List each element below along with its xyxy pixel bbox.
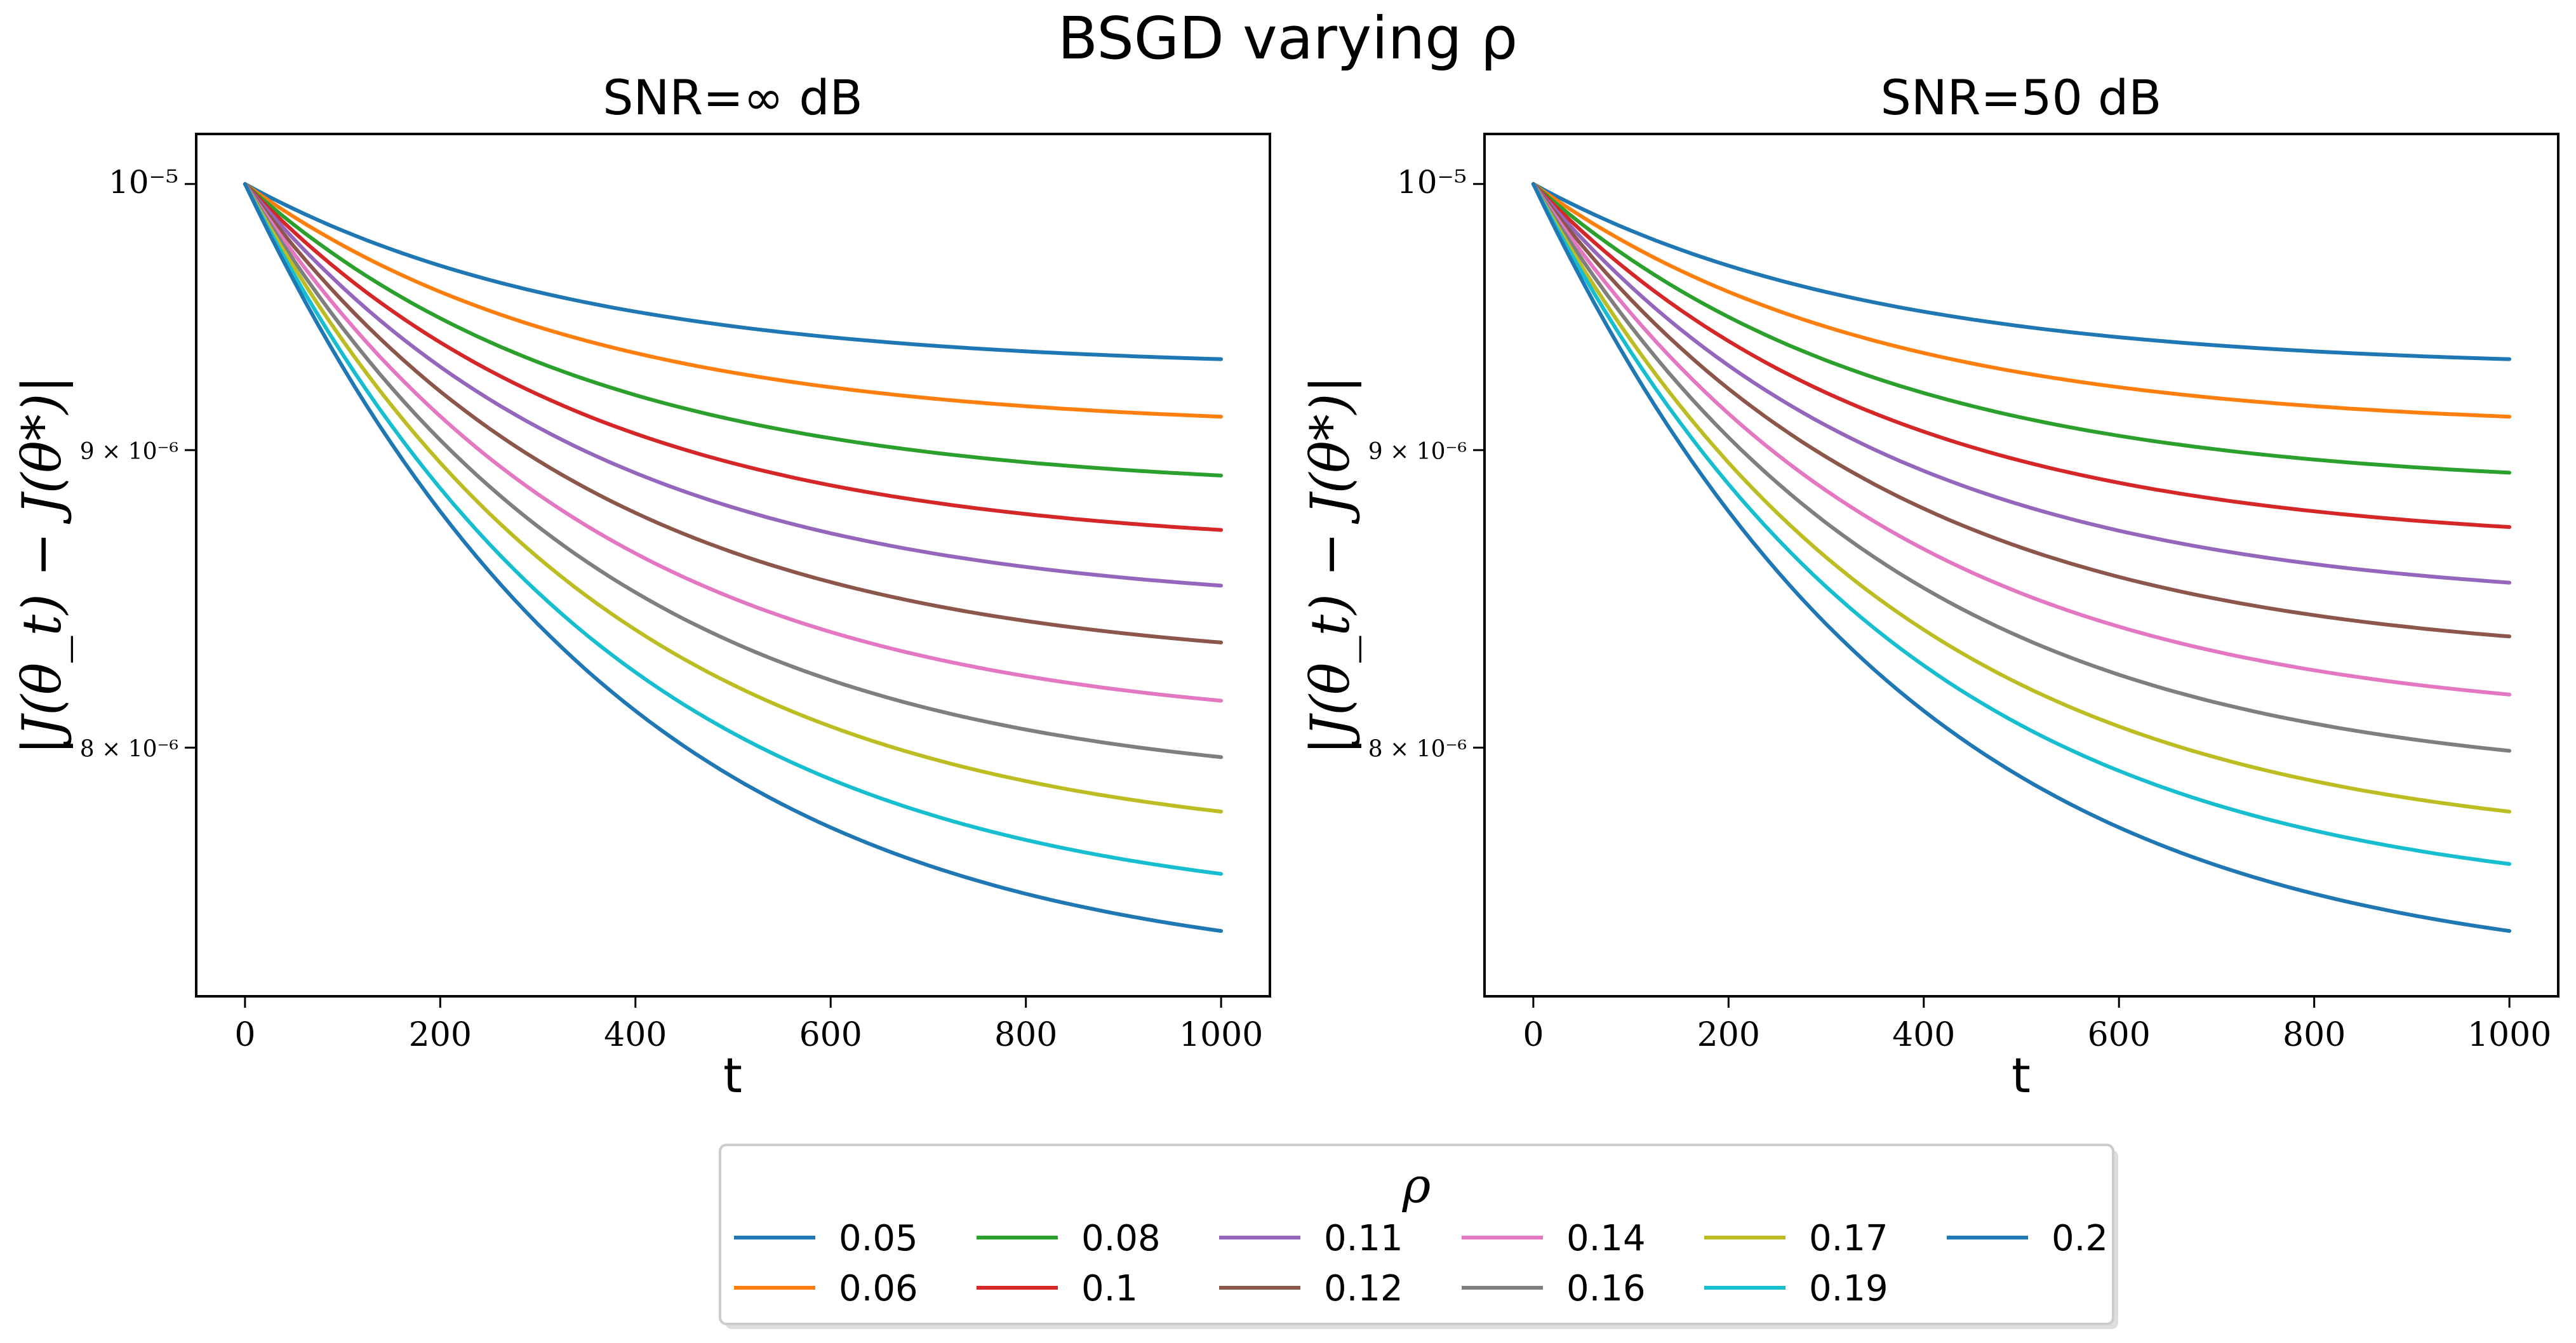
legend-label-0.08: 0.08 bbox=[1081, 1218, 1161, 1259]
series-line-0.06 bbox=[1531, 182, 2512, 419]
right-panel: SNR=50 dB 0 200 400 600 800 1000 10⁻⁵ 9 × 10⁻⁶ 8… bbox=[1299, 69, 2559, 1104]
x-tick-label: 800 bbox=[994, 1016, 1057, 1054]
left-y-axis-label: |J(θ_t) − J(θ*)| bbox=[11, 375, 73, 755]
series-line-0.11 bbox=[243, 182, 1224, 588]
legend-label-0.2: 0.2 bbox=[2052, 1218, 2108, 1259]
x-tick-label: 400 bbox=[604, 1016, 667, 1054]
series-line-0.17 bbox=[243, 182, 1224, 814]
figure-title: BSGD varying ρ bbox=[1058, 4, 1518, 72]
legend-label-0.16: 0.16 bbox=[1566, 1268, 1646, 1309]
right-x-axis-label: t bbox=[2012, 1047, 2031, 1104]
x-tick-label: 200 bbox=[409, 1016, 472, 1054]
legend-items: 0.05 0.06 0.08 0.1 0.11 0.12 0.14 0.16 0.17 0.19 0… bbox=[734, 1218, 2108, 1309]
series-line-0.17 bbox=[1531, 182, 2512, 814]
legend: ρ 0.05 0.06 0.08 0.1 0.11 0.12 0.14 0.16 0.17 0.1… bbox=[719, 1144, 2118, 1329]
series-line-0.05 bbox=[243, 182, 1224, 361]
legend-label-0.12: 0.12 bbox=[1324, 1268, 1403, 1309]
series-line-0.1 bbox=[243, 182, 1224, 532]
left-plot-area: 0 200 400 600 800 1000 10⁻⁵ 9 × 10⁻⁶ 8 × 10⁻⁶ bbox=[80, 164, 1264, 1054]
series-line-0.14 bbox=[1531, 182, 2512, 697]
left-panel-title: SNR=∞ dB bbox=[603, 69, 862, 126]
series-line-0.2 bbox=[1531, 182, 2512, 933]
right-plot-frame bbox=[1483, 133, 2559, 998]
y-tick-label: 9 × 10⁻⁶ bbox=[80, 439, 178, 465]
x-tick-label: 0 bbox=[1523, 1016, 1544, 1054]
y-tick-label: 9 × 10⁻⁶ bbox=[1368, 439, 1467, 465]
series-line-0.12 bbox=[1531, 182, 2512, 639]
x-tick-label: 800 bbox=[2283, 1016, 2346, 1054]
y-tick-label: 10⁻⁵ bbox=[109, 164, 178, 201]
series-line-0.1 bbox=[1531, 182, 2512, 529]
legend-label-0.1: 0.1 bbox=[1081, 1268, 1138, 1309]
series-line-0.06 bbox=[243, 182, 1224, 419]
series-line-0.16 bbox=[243, 182, 1224, 759]
series-line-0.19 bbox=[1531, 182, 2512, 866]
right-plot-area: 0 200 400 600 800 1000 10⁻⁵ 9 × 10⁻⁶ 8 × 10⁻⁶ bbox=[1368, 164, 2552, 1054]
legend-label-0.11: 0.11 bbox=[1324, 1218, 1403, 1259]
legend-label-0.17: 0.17 bbox=[1809, 1218, 1888, 1259]
series-line-0.2 bbox=[243, 182, 1224, 933]
legend-label-0.05: 0.05 bbox=[839, 1218, 918, 1259]
right-y-axis-label: |J(θ_t) − J(θ*)| bbox=[1299, 375, 1361, 755]
left-panel: SNR=∞ dB 0 200 400 600 800 1000 10⁻⁵ 9 × 10⁻⁶ 8 … bbox=[11, 69, 1271, 1104]
legend-label-0.06: 0.06 bbox=[839, 1268, 918, 1309]
x-tick-label: 1000 bbox=[2467, 1016, 2551, 1054]
x-tick-label: 1000 bbox=[1179, 1016, 1263, 1054]
series-line-0.08 bbox=[1531, 182, 2512, 475]
legend-title: ρ bbox=[1402, 1157, 1431, 1213]
series-line-0.05 bbox=[1531, 182, 2512, 361]
x-tick-label: 600 bbox=[799, 1016, 862, 1054]
x-tick-label: 200 bbox=[1697, 1016, 1760, 1054]
left-x-axis-label: t bbox=[723, 1047, 742, 1104]
right-panel-title: SNR=50 dB bbox=[1881, 69, 2162, 126]
series-line-0.12 bbox=[243, 182, 1224, 645]
series-line-0.14 bbox=[243, 182, 1224, 703]
y-tick-label: 10⁻⁵ bbox=[1397, 164, 1467, 201]
series-line-0.16 bbox=[1531, 182, 2512, 753]
series-line-0.08 bbox=[243, 182, 1224, 478]
x-tick-label: 0 bbox=[234, 1016, 255, 1054]
x-tick-label: 400 bbox=[1892, 1016, 1955, 1054]
legend-label-0.14: 0.14 bbox=[1566, 1218, 1646, 1259]
x-tick-label: 600 bbox=[2088, 1016, 2151, 1054]
legend-box bbox=[719, 1144, 2114, 1325]
y-tick-label: 8 × 10⁻⁶ bbox=[80, 736, 178, 762]
y-tick-label: 8 × 10⁻⁶ bbox=[1368, 736, 1467, 762]
left-plot-frame bbox=[195, 133, 1271, 998]
series-line-0.19 bbox=[243, 182, 1224, 876]
legend-label-0.19: 0.19 bbox=[1809, 1268, 1888, 1309]
series-line-0.11 bbox=[1531, 182, 2512, 585]
